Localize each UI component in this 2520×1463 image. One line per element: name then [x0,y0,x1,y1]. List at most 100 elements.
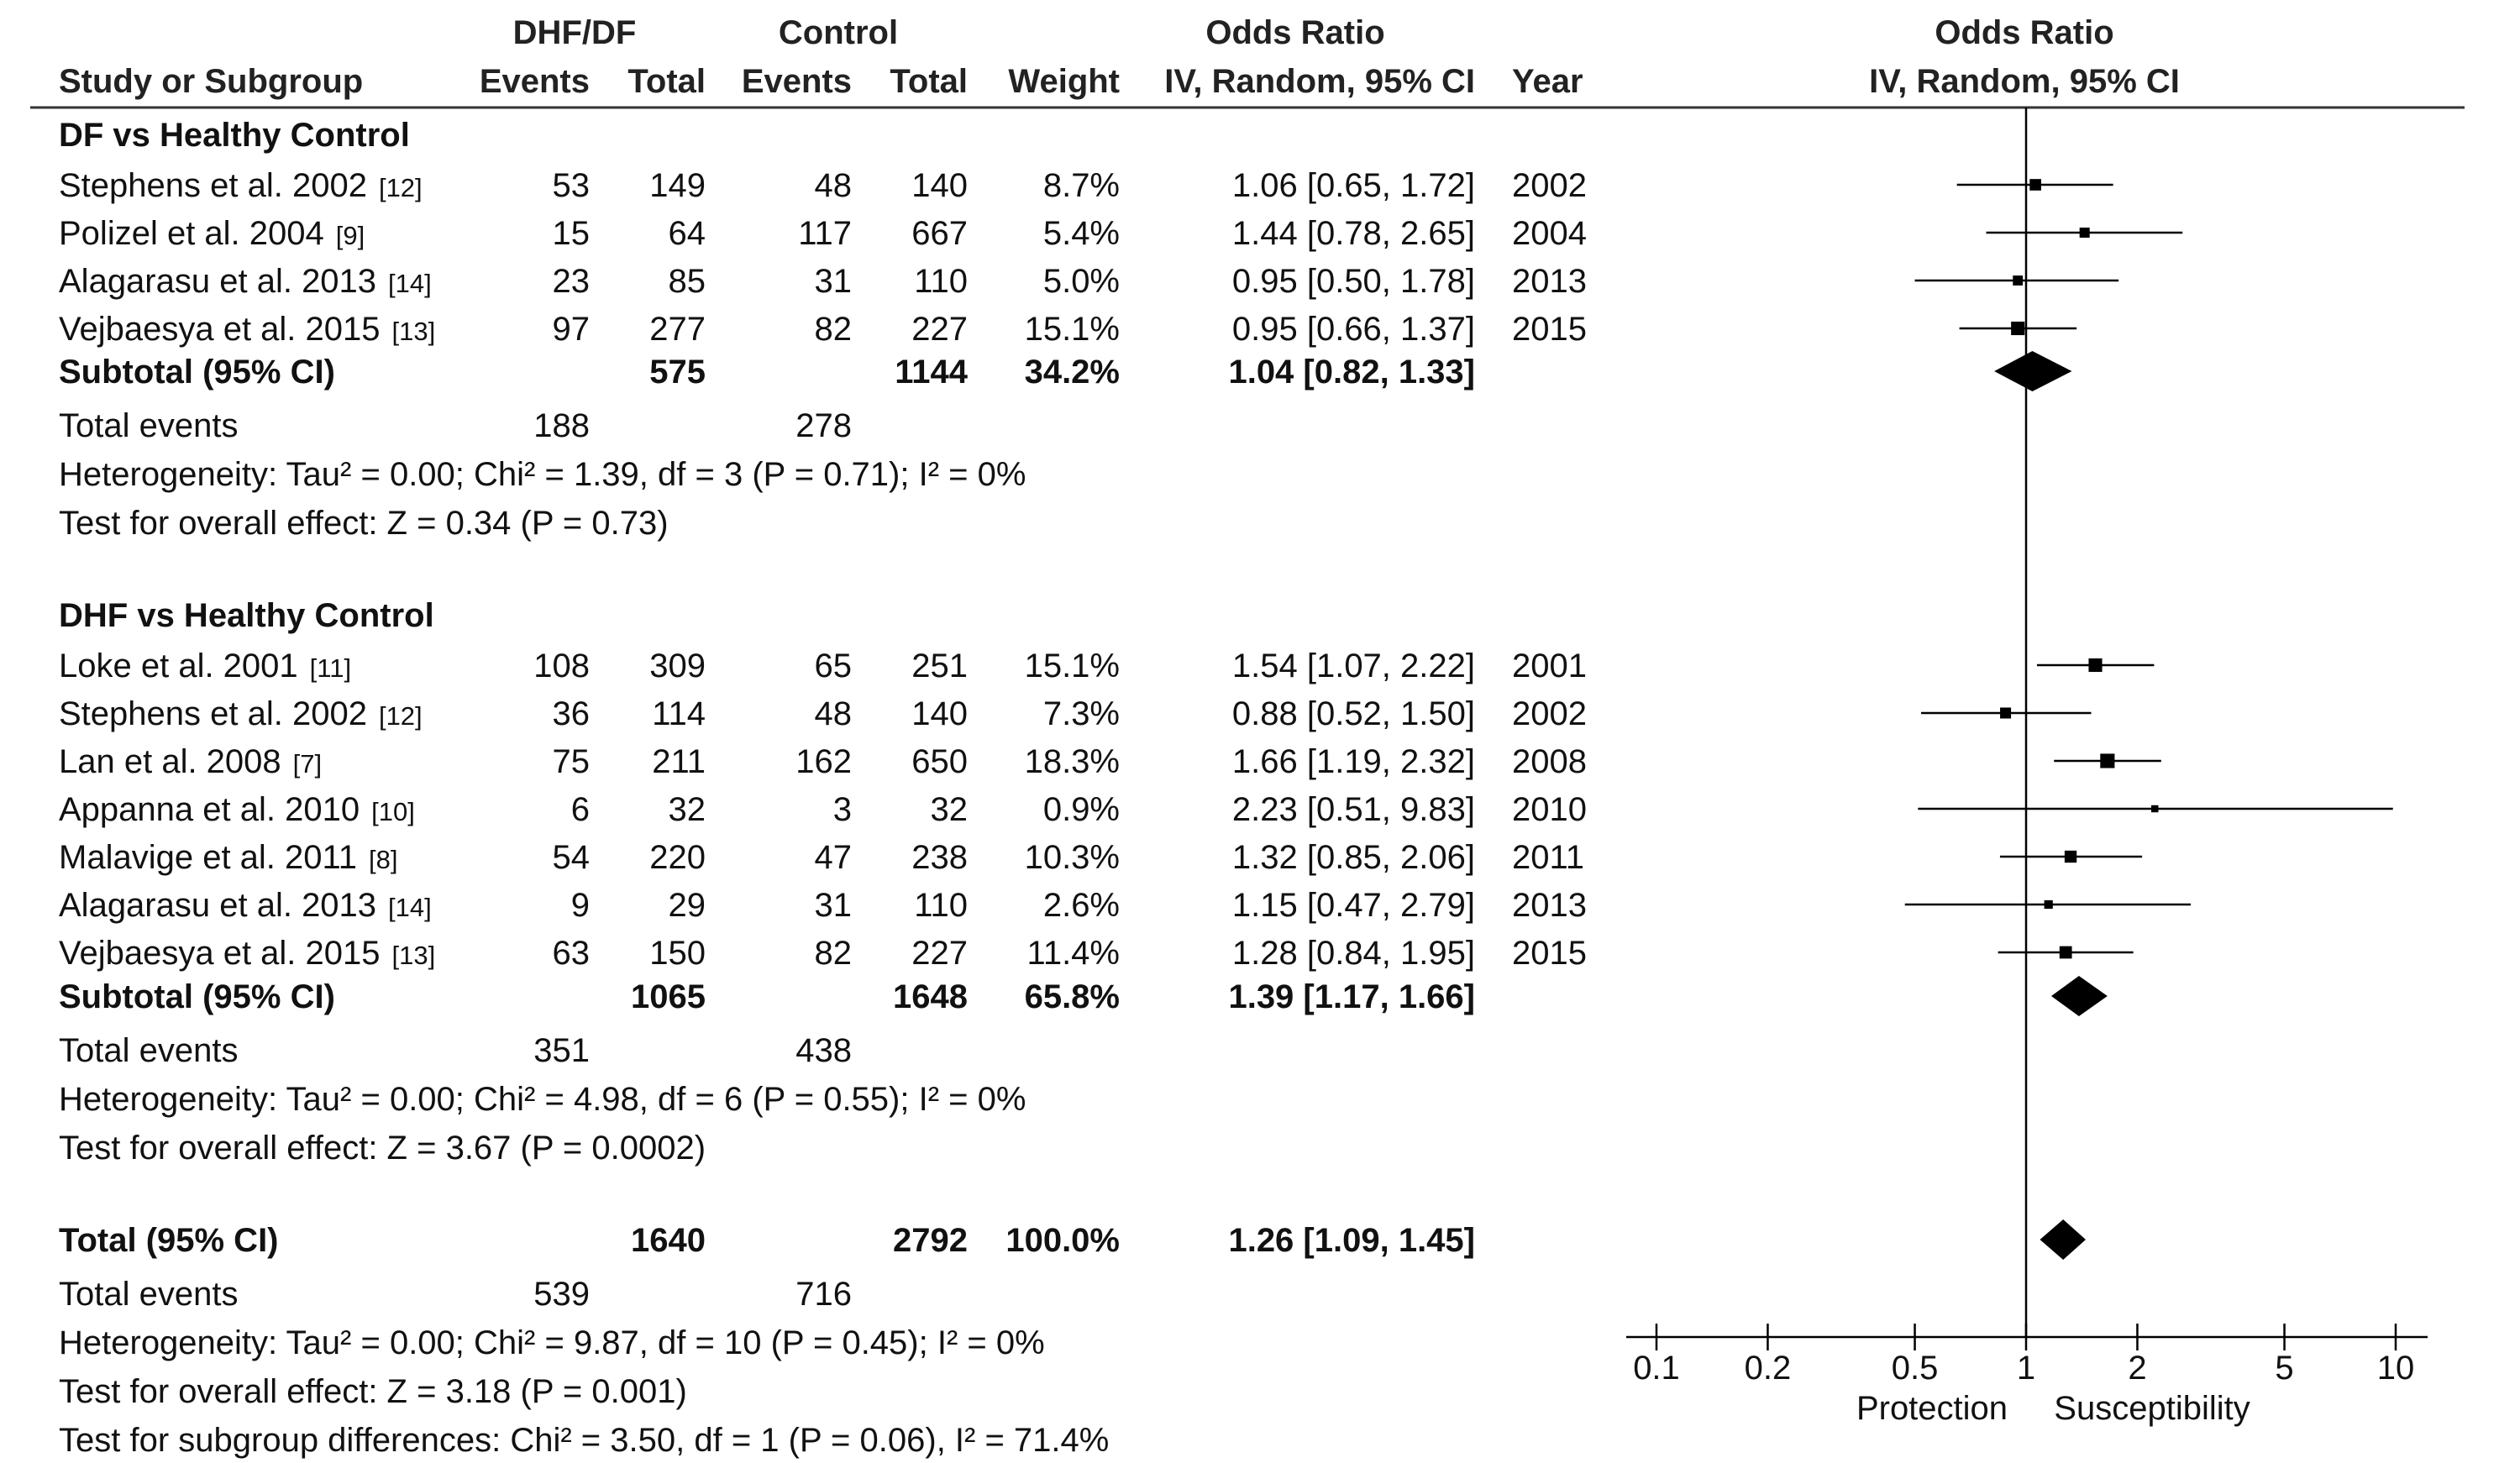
subtotal-weight: 65.8% [1025,978,1120,1015]
total-total-2: 2792 [893,1222,968,1259]
header-weight: Weight [1008,63,1120,100]
overall-effect-text: Test for overall effect: Z = 0.34 (P = 0… [59,505,669,542]
cell-total-1: 150 [649,935,706,972]
study-ref: [12] [379,173,423,202]
cell-total-2: 227 [911,311,968,348]
cell-year: 2008 [1512,743,1587,780]
cell-events-2: 3 [833,791,852,828]
study-marker [2100,753,2115,768]
cell-events-1: 75 [553,743,591,780]
study-name: Loke et al. 2001 [59,648,298,684]
overall-effect-text: Test for overall effect: Z = 3.67 (P = 0… [59,1130,706,1167]
x-tick-label: 0.5 [1892,1350,1939,1387]
total-events-1: 188 [533,407,590,444]
study-name: Alagarasu et al. 2013 [59,263,376,300]
cell-year: 2002 [1512,695,1587,732]
subtotal-weight: 34.2% [1025,354,1120,391]
overall-effect-text: Test for overall effect: Z = 3.18 (P = 0… [59,1373,687,1410]
total-weight: 100.0% [1005,1222,1120,1259]
cell-total-2: 227 [911,935,968,972]
total-events-2: 278 [795,407,852,444]
cell-events-2: 65 [815,648,853,684]
cell-odds-ratio: 1.32 [0.85, 2.06] [1232,839,1475,876]
study-marker [2000,707,2012,719]
study-ref: [11] [310,653,351,683]
cell-events-1: 23 [553,263,591,300]
pooled-diamond [2051,976,2108,1016]
header-group1: DHF/DF [513,14,637,51]
study-marker [2044,899,2053,910]
cell-odds-ratio: 0.88 [0.52, 1.50] [1232,695,1475,732]
study-ref: [13] [392,941,436,970]
cell-total-1: 29 [669,887,706,924]
cell-events-2: 31 [815,887,853,924]
cell-events-1: 9 [571,887,590,924]
cell-events-2: 48 [815,695,853,732]
study-marker [2011,321,2025,336]
pooled-diamond [2040,1219,2087,1260]
cell-total-1: 309 [649,648,706,684]
x-tick-label: 0.2 [1745,1350,1792,1387]
study-name: Alagarasu et al. 2013 [59,887,376,924]
pooled-diamond [1994,351,2072,391]
cell-odds-ratio: 1.66 [1.19, 2.32] [1232,743,1475,780]
cell-weight: 0.9% [1043,791,1120,828]
x-tick-label: 10 [2377,1350,2415,1387]
total-events-1: 539 [533,1276,590,1313]
header-total-1: Total [627,63,706,100]
axis-label-left: Protection [1856,1390,2008,1427]
cell-weight: 2.6% [1043,887,1120,924]
study-name: Lan et al. 2008 [59,743,281,780]
heterogeneity-text: Heterogeneity: Tau² = 0.00; Chi² = 1.39,… [59,456,1026,493]
cell-year: 2010 [1512,791,1587,828]
cell-odds-ratio: 1.44 [0.78, 2.65] [1232,215,1475,252]
cell-year: 2015 [1512,935,1587,972]
plot-marks: 0.1 0.2 0.5 1 2 5 10 Protection Susceptibility [1626,107,2428,1427]
cell-weight: 11.4% [1027,935,1120,972]
total-events-label: Total events [59,1032,238,1069]
cell-events-2: 82 [815,935,853,972]
study-marker [2059,946,2072,959]
cell-total-1: 211 [652,743,706,780]
study-ref: [8] [369,845,397,874]
cell-events-2: 117 [798,215,852,252]
subtotal-total-1: 575 [649,354,706,391]
cell-total-2: 140 [911,695,968,732]
cell-total-1: 149 [649,167,706,204]
cell-odds-ratio: 1.15 [0.47, 2.79] [1232,887,1475,924]
cell-events-1: 54 [553,839,591,876]
study-ref: [14] [388,893,432,922]
cell-odds-ratio: 1.06 [0.65, 1.72] [1232,167,1475,204]
x-tick-label: 1 [2017,1350,2035,1387]
study-marker [2029,179,2041,191]
cell-total-2: 140 [911,167,968,204]
cell-total-1: 220 [649,839,706,876]
header-group2: Control [779,14,898,51]
cell-weight: 18.3% [1025,743,1120,780]
cell-total-1: 85 [669,263,706,300]
cell-events-1: 6 [571,791,590,828]
x-tick-label: 0.1 [1633,1350,1680,1387]
study-name: Polizel et al. 2004 [59,215,324,252]
cell-odds-ratio: 1.28 [0.84, 1.95] [1232,935,1475,972]
cell-total-2: 110 [914,263,968,300]
cell-total-1: 277 [649,311,706,348]
cell-year: 2013 [1512,887,1587,924]
study-name: Stephens et al. 2002 [59,695,367,732]
cell-odds-ratio: 1.54 [1.07, 2.22] [1232,648,1475,684]
study-name: Vejbaesya et al. 2015 [59,935,381,972]
total-events-label: Total events [59,407,238,444]
cell-events-2: 47 [815,839,853,876]
cell-odds-ratio: 0.95 [0.50, 1.78] [1232,263,1475,300]
header-events-1: Events [480,63,590,100]
study-ref: [14] [388,269,432,298]
study-ref: [10] [371,797,415,826]
total-events-2: 438 [795,1032,852,1069]
total-total-1: 1640 [631,1222,706,1259]
cell-year: 2011 [1512,839,1584,876]
study-marker [2151,805,2159,813]
study-ref: [13] [392,317,436,346]
header-method: IV, Random, 95% CI [1164,63,1475,100]
cell-year: 2004 [1512,215,1587,252]
